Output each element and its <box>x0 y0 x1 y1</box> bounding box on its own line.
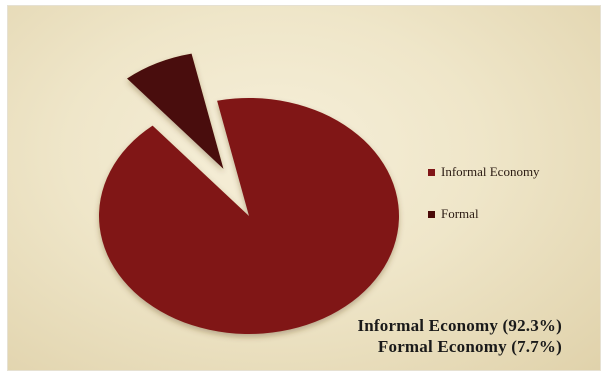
legend-swatch-formal <box>428 210 435 218</box>
legend-label-informal: Informal Economy <box>441 164 540 179</box>
annotation-formal: Formal Economy (7.7%) <box>377 337 562 356</box>
legend-item-formal: Formal <box>428 206 479 222</box>
legend-swatch-informal <box>428 168 435 176</box>
annotation-informal: Informal Economy (92.3%) <box>357 316 562 335</box>
pie-slice-informal <box>99 98 399 334</box>
legend-label-formal: Formal <box>441 206 479 221</box>
slide-background: Informal Economy Formal Informal Economy… <box>8 6 600 370</box>
legend-item-informal: Informal Economy <box>428 164 540 180</box>
pie-chart <box>99 53 399 334</box>
pie-slice-formal <box>127 53 224 169</box>
